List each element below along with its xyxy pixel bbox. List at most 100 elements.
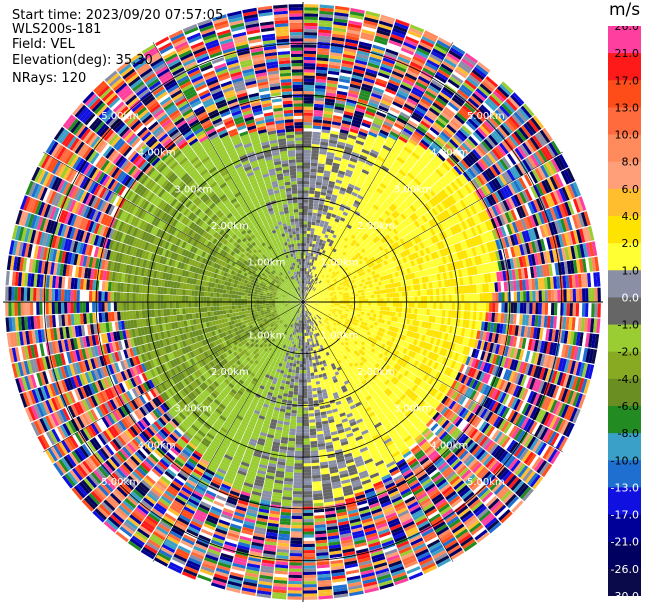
range-gate: [506, 118, 518, 131]
range-gate: [344, 253, 350, 259]
range-gate: [433, 45, 448, 55]
range-gate: [409, 169, 418, 178]
range-gate: [308, 274, 311, 278]
range-gate: [499, 158, 509, 171]
range-gate: [315, 277, 319, 282]
range-gate: [483, 253, 489, 264]
range-gate: [365, 265, 370, 270]
range-gate: [433, 216, 441, 225]
range-gate: [307, 215, 313, 219]
range-gate: [550, 276, 554, 289]
range-gate: [360, 35, 374, 42]
range-gate: [305, 258, 308, 262]
range-gate: [499, 214, 506, 226]
range-gate: [364, 180, 372, 187]
range-gate: [310, 278, 314, 283]
range-gate: [329, 285, 334, 288]
range-gate: [405, 296, 409, 302]
range-gate: [369, 217, 376, 224]
range-gate: [391, 243, 398, 250]
range-gate: [459, 250, 465, 260]
range-gate: [318, 226, 324, 231]
range-gate: [339, 276, 344, 281]
range-gate: [312, 298, 316, 301]
range-gate: [442, 145, 453, 155]
range-gate: [529, 290, 533, 302]
range-gate: [390, 149, 400, 157]
range-gate: [368, 253, 374, 259]
range-gate: [324, 295, 328, 298]
range-gate: [303, 246, 306, 250]
range-gate: [317, 38, 331, 43]
range-gate: [324, 251, 329, 255]
range-gate: [307, 284, 309, 288]
range-gate: [512, 92, 525, 105]
range-gate: [315, 219, 321, 224]
range-gate: [335, 150, 344, 156]
range-gate: [411, 212, 419, 220]
range-gate: [455, 149, 465, 159]
range-gate: [372, 283, 376, 288]
range-gate: [346, 32, 360, 38]
range-gate: [570, 183, 579, 198]
range-gate: [469, 115, 481, 127]
range-gate: [373, 83, 386, 91]
range-gate: [445, 185, 454, 195]
range-gate: [398, 53, 412, 61]
range-gate: [374, 80, 387, 88]
range-gate: [315, 75, 327, 80]
range-gate: [338, 219, 344, 225]
range-gate: [399, 297, 403, 302]
range-gate: [454, 191, 462, 201]
range-gate: [301, 261, 303, 265]
range-gate: [312, 256, 315, 260]
range-gate: [385, 274, 390, 280]
range-gate: [389, 130, 400, 139]
range-gate: [404, 125, 415, 133]
range-gate: [514, 164, 524, 177]
range-gate: [355, 274, 360, 278]
range-gate: [287, 150, 296, 154]
range-gate: [339, 129, 349, 135]
range-gate: [420, 139, 430, 148]
range-gate: [306, 294, 309, 297]
range-gate: [339, 75, 351, 81]
range-gate: [486, 152, 497, 164]
range-gate: [397, 253, 403, 260]
range-gate: [333, 278, 337, 282]
range-gate: [332, 210, 338, 216]
range-gate: [383, 120, 394, 128]
range-gate: [561, 202, 569, 217]
range-gate: [321, 263, 325, 268]
range-gate: [298, 261, 302, 265]
range-gate: [365, 160, 374, 167]
range-gate: [565, 275, 570, 289]
range-gate: [335, 271, 340, 275]
range-gate: [467, 293, 471, 302]
range-gate: [521, 204, 529, 217]
range-gate: [376, 155, 386, 163]
range-gate: [391, 272, 396, 278]
range-gate: [411, 202, 419, 211]
range-gate: [505, 98, 518, 111]
range-gate: [356, 136, 366, 143]
range-gate: [453, 234, 460, 244]
range-gate: [339, 282, 343, 286]
range-gate: [374, 114, 385, 121]
range-gate: [427, 275, 432, 283]
range-gate: [452, 151, 463, 161]
range-gate: [304, 56, 316, 61]
range-gate: [309, 281, 312, 285]
range-gate: [446, 207, 454, 217]
range-gate: [341, 181, 349, 187]
range-gate: [326, 151, 335, 157]
range-gate: [597, 287, 601, 302]
range-gate: [373, 249, 379, 255]
range-gate: [519, 191, 527, 204]
range-gate: [325, 231, 330, 236]
range-gate: [520, 267, 526, 279]
range-gate: [374, 140, 384, 148]
range-gate: [313, 293, 317, 296]
range-gate: [388, 257, 394, 263]
range-gate: [306, 277, 309, 281]
